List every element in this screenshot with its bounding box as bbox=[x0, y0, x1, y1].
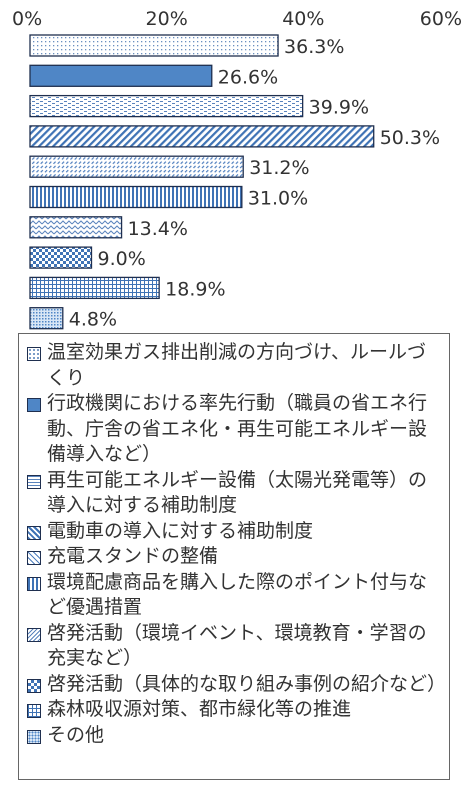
bar-value-label: 36.3% bbox=[284, 36, 344, 58]
legend-label: 啓発活動（具体的な取り組み事例の紹介など） bbox=[47, 672, 447, 695]
legend-swatch bbox=[27, 525, 41, 540]
bar-value-labels: 36.3% 26.6% 39.9% 50.3% 31.2% 31.0% 13.4% 9.0% 1… bbox=[69, 36, 440, 330]
bar bbox=[29, 34, 279, 57]
legend-item: 再生可能エネルギー設備（太陽光発電等）の導入に対する補助制度 bbox=[27, 468, 443, 519]
x-tick-label: 40% bbox=[282, 8, 324, 30]
legend-label: 環境配慮商品を購入した際のポイント付与など優遇措置 bbox=[47, 570, 428, 619]
legend-swatch bbox=[27, 729, 41, 744]
legend-label: 森林吸収源対策、都市緑化等の推進 bbox=[47, 698, 352, 720]
legend-item: 啓発活動（環境イベント、環境教育・学習の充実など） bbox=[27, 621, 443, 672]
legend-swatch bbox=[27, 627, 41, 642]
legend-list: 温室効果ガス排出削減の方向づけ、ルールづくり 行政機関における率先行動（職員の省エ… bbox=[27, 340, 447, 749]
bar-value-label: 31.0% bbox=[248, 188, 308, 210]
bars bbox=[29, 34, 375, 330]
bar bbox=[29, 307, 64, 330]
bar-value-label: 4.8% bbox=[69, 309, 117, 330]
bar bbox=[29, 246, 93, 269]
bar bbox=[29, 216, 123, 239]
bar bbox=[29, 64, 213, 87]
legend-label: 充電スタンドの整備 bbox=[47, 545, 219, 567]
legend-item: 環境配慮商品を購入した際のポイント付与など優遇措置 bbox=[27, 570, 443, 621]
bar bbox=[29, 94, 304, 118]
bar-value-label: 26.6% bbox=[218, 66, 278, 88]
legend-item: 啓発活動（具体的な取り組み事例の紹介など） bbox=[27, 672, 447, 698]
bar-value-label: 18.9% bbox=[165, 278, 225, 300]
legend-swatch bbox=[27, 576, 41, 591]
legend-swatch bbox=[27, 474, 41, 489]
legend-label: 行政機関における率先行動（職員の省エネ行動、庁舎の省エネ化・再生可能エネルギー設… bbox=[47, 392, 428, 465]
x-tick-label: 0% bbox=[12, 8, 42, 30]
legend-swatch bbox=[27, 398, 41, 412]
x-axis-ticks: 0% 20% 40% 60% bbox=[12, 8, 462, 30]
bar-value-label: 39.9% bbox=[309, 97, 369, 119]
legend-label: 温室効果ガス排出削減の方向づけ、ルールづくり bbox=[47, 341, 427, 389]
legend-item: 森林吸収源対策、都市緑化等の推進 bbox=[27, 697, 443, 723]
legend-swatch bbox=[27, 704, 41, 718]
legend-label: 電動車の導入に対する補助制度 bbox=[47, 519, 314, 542]
bar-value-label: 31.2% bbox=[249, 157, 309, 179]
legend-item: 電動車の導入に対する補助制度 bbox=[27, 519, 443, 545]
x-tick-label: 20% bbox=[146, 8, 188, 30]
legend-swatch bbox=[27, 678, 41, 693]
legend-swatch bbox=[27, 551, 41, 565]
bar bbox=[29, 155, 244, 178]
legend-item: 行政機関における率先行動（職員の省エネ行動、庁舎の省エネ化・再生可能エネルギー設… bbox=[27, 391, 443, 468]
legend: 温室効果ガス排出削減の方向づけ、ルールづくり 行政機関における率先行動（職員の省エ… bbox=[18, 333, 450, 780]
bar-value-label: 9.0% bbox=[98, 248, 146, 270]
legend-label: その他 bbox=[47, 723, 105, 746]
bar bbox=[29, 276, 160, 300]
legend-label: 啓発活動（環境イベント、環境教育・学習の充実など） bbox=[47, 621, 427, 670]
legend-swatch bbox=[27, 347, 41, 361]
legend-label: 再生可能エネルギー設備（太陽光発電等）の導入に対する補助制度 bbox=[47, 468, 428, 517]
bar bbox=[29, 185, 243, 209]
bar-chart: 0% 20% 40% 60% 36.3% 26.6% 39.9% 50.3% 31.2% 31.… bbox=[12, 8, 462, 330]
legend-item: 充電スタンドの整備 bbox=[27, 544, 443, 570]
x-tick-label: 60% bbox=[420, 8, 462, 30]
legend-item: 温室効果ガス排出削減の方向づけ、ルールづくり bbox=[27, 340, 443, 391]
bar bbox=[29, 125, 375, 148]
legend-item: その他 bbox=[27, 723, 443, 749]
bar-value-label: 50.3% bbox=[380, 127, 440, 149]
bar-value-label: 13.4% bbox=[128, 218, 188, 240]
